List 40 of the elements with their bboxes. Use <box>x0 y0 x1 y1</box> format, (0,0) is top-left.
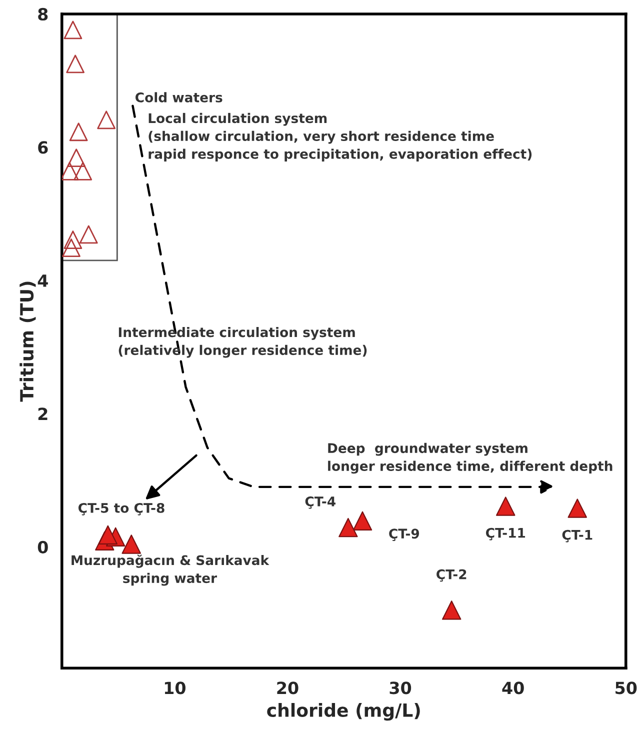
point <box>496 496 516 516</box>
point <box>79 225 98 244</box>
x-tick-label: 20 <box>277 682 298 694</box>
point <box>74 162 92 180</box>
annotation: Intermediate circulation system (relatively longer residence time) <box>118 326 367 358</box>
annotation: ÇT-4 <box>305 496 336 509</box>
point <box>97 110 116 130</box>
annotation: Cold waters <box>136 92 222 102</box>
y-tick-label: 6 <box>38 141 48 154</box>
y-tick-label: 4 <box>38 274 48 287</box>
point <box>64 20 82 40</box>
x-tick-label: 50 <box>616 682 637 694</box>
point <box>442 600 462 620</box>
point <box>568 498 587 518</box>
point <box>352 511 372 531</box>
y-tick-label: 2 <box>38 408 48 420</box>
y-axis-title: Tritium (TU) <box>20 282 36 402</box>
x-tick-label: 30 <box>390 682 412 694</box>
annotation: Deep groundwater system longer residence time, different depth <box>328 442 612 474</box>
annotation: ÇT-1 <box>562 530 592 542</box>
point <box>338 518 358 538</box>
y-tick-label: 0 <box>38 540 48 554</box>
x-axis-title: chloride (mg/L) <box>267 702 420 721</box>
point <box>66 54 85 74</box>
point <box>64 230 82 249</box>
x-tick-label: 10 <box>164 682 186 694</box>
annotation: Muzrupağacın & Sarıkavak spring water <box>72 554 270 586</box>
point <box>98 525 118 544</box>
annotation: Local circulation system (shallow circulation, very short residence time rapid responce to precipitation, evaporation effect) <box>148 112 532 162</box>
x-tick-label: 40 <box>502 682 524 694</box>
annotation: ÇT-9 <box>389 528 420 542</box>
point <box>122 534 141 554</box>
point <box>67 148 86 168</box>
annotation: ÇT-2 <box>436 569 466 582</box>
annotation: ÇT-11 <box>486 528 526 540</box>
y-tick-label: 8 <box>38 8 48 21</box>
annotation: ÇT-5 to ÇT-8 <box>78 502 164 516</box>
point <box>69 122 88 142</box>
point <box>62 162 79 180</box>
point <box>62 238 80 257</box>
